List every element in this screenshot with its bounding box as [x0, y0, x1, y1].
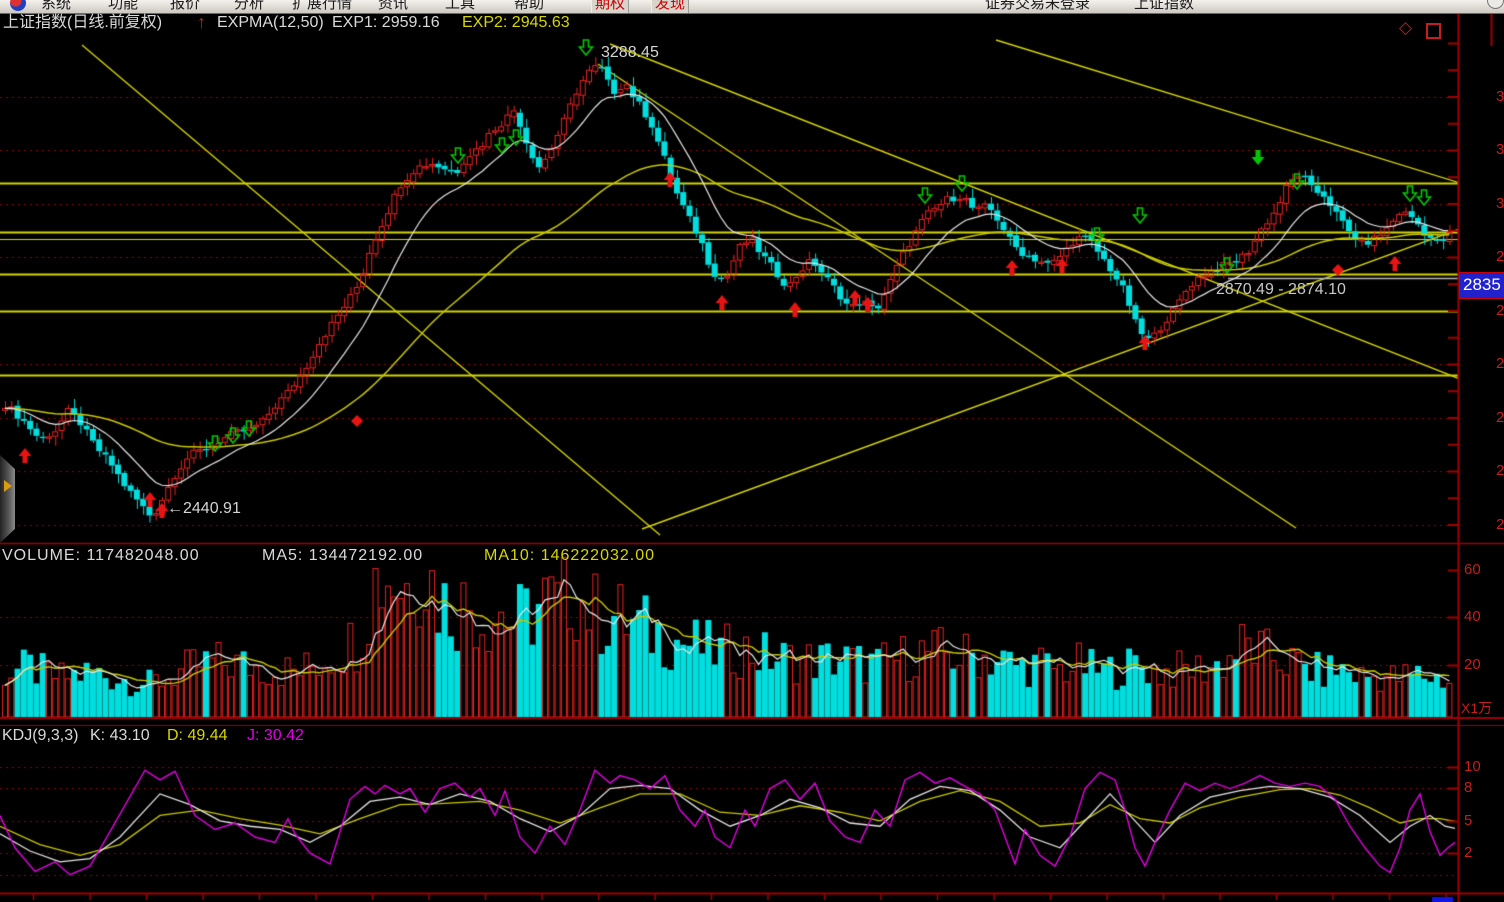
diamond-tool-icon[interactable]: ◇ [1399, 18, 1413, 37]
volume-axis-label-1: 40 [1464, 608, 1481, 625]
trade-login-status[interactable]: 证券交易未登录 [985, 0, 1091, 12]
menu-bar: 系统 功能 报价 分析 扩展行情 资讯 工具 帮助 期权 发现 证券交易未登录 上证指数 [0, 0, 1504, 14]
menu-item-3[interactable]: 分析 [234, 0, 265, 12]
expand-panel-handle[interactable] [0, 455, 15, 543]
volume-ma5-value: MA5: 134472192.00 [262, 547, 424, 564]
app-logo-icon [10, 0, 26, 11]
current-index-label[interactable]: 上证指数 [1134, 0, 1195, 12]
kdj-axis-label-2: 5 [1464, 812, 1473, 829]
expand-panel-arrow-icon [4, 480, 12, 492]
volume-axis-label-0: 60 [1464, 561, 1481, 578]
last-price-badge: 2835 [1459, 272, 1504, 299]
price-axis-label-8: 2 [1496, 516, 1504, 533]
gap-zone-annotation: 2870.49 - 2874.10 [1216, 281, 1346, 298]
price-axis-label-1: 3 [1496, 141, 1504, 158]
kdj-k-value: K: 43.10 [90, 727, 150, 744]
indicator-label: EXPMA(12,50) [217, 14, 324, 31]
menu-item-2[interactable]: 报价 [170, 0, 201, 12]
volume-value: VOLUME: 117482048.00 [2, 547, 200, 564]
window-control-button[interactable] [1487, 0, 1504, 9]
price-axis-label-4: 2 [1496, 302, 1504, 319]
price-axis-label-2: 3 [1496, 195, 1504, 212]
volume-unit-label: X1万 [1461, 700, 1493, 716]
price-axis-label-0: 3 [1496, 88, 1504, 105]
menu-item-0[interactable]: 系统 [41, 0, 72, 12]
volume-ma10-value: MA10: 146222032.00 [484, 547, 656, 564]
price-axis-label-6: 2 [1496, 409, 1504, 426]
price-axis-label-7: 2 [1496, 462, 1504, 479]
price-axis-label-3: 2 [1496, 248, 1504, 265]
menu-item-9[interactable]: 发现 [651, 0, 690, 13]
peak-price-annotation: 3288.45 [601, 44, 659, 61]
kdj-label: KDJ(9,3,3) [2, 727, 79, 744]
menu-item-7[interactable]: 帮助 [514, 0, 545, 12]
kdj-d-value: D: 49.44 [167, 727, 228, 744]
volume-axis-label-2: 20 [1464, 656, 1481, 673]
price-axis-label-5: 2 [1496, 355, 1504, 372]
kdj-axis-label-0: 10 [1464, 758, 1481, 775]
up-arrow-icon: ↑ [197, 12, 206, 32]
menu-item-5[interactable]: 资讯 [378, 0, 409, 12]
kdj-j-value: J: 30.42 [247, 727, 304, 744]
kdj-axis-label-3: 2 [1464, 844, 1473, 861]
exp1-value: EXP1: 2959.16 [332, 14, 440, 31]
rectangle-tool-icon[interactable] [1426, 23, 1441, 39]
menu-item-4[interactable]: 扩展行情 [292, 0, 353, 12]
kdj-axis-label-1: 8 [1464, 779, 1473, 796]
chart-title: 上证指数(日线.前复权) [3, 14, 163, 31]
menu-item-8[interactable]: 期权 [591, 0, 630, 13]
exp2-value: EXP2: 2945.63 [462, 14, 570, 31]
menu-item-1[interactable]: 功能 [108, 0, 139, 12]
menu-item-6[interactable]: 工具 [445, 0, 476, 12]
low-price-annotation: ←2440.91 [167, 500, 241, 517]
